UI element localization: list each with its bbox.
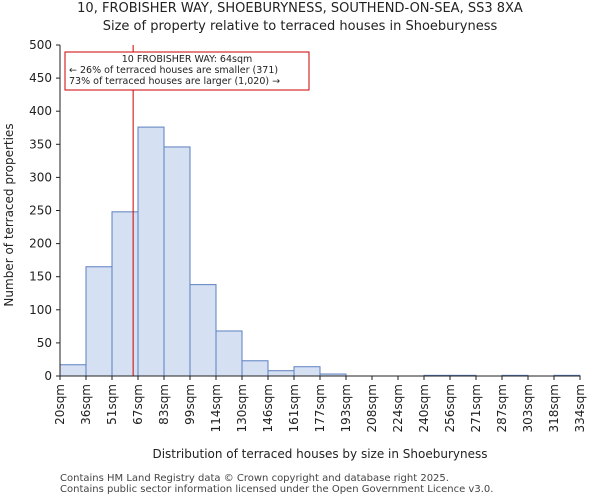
x-tick-label: 83sqm: [157, 384, 171, 425]
y-tick-label: 150: [29, 270, 52, 284]
bars-group: [59, 126, 581, 377]
y-tick-label: 100: [29, 303, 52, 317]
x-tick-label: 161sqm: [287, 384, 301, 432]
y-tick-label: 350: [29, 137, 52, 151]
histogram-bar: [137, 126, 165, 377]
x-tick-label: 334sqm: [573, 384, 587, 432]
annotation-group: 10 FROBISHER WAY: 64sqm ← 26% of terrace…: [64, 51, 310, 91]
y-tick-label: 400: [29, 104, 52, 118]
x-tick-label: 20sqm: [53, 384, 67, 425]
x-tick-label: 130sqm: [235, 384, 249, 432]
histogram-bar: [241, 360, 269, 377]
y-ticks-group: 0 50 100 150 200 250 300 350 400 450 500: [29, 38, 60, 383]
annotation-box: [64, 51, 310, 91]
x-ticks-group: 20sqm 36sqm 51sqm 67sqm 83sqm 99sqm 114sqm 130s…: [53, 376, 587, 432]
histogram-bar: [189, 284, 217, 377]
x-tick-label: 114sqm: [209, 384, 223, 432]
y-tick-label: 300: [29, 170, 52, 184]
x-tick-label: 224sqm: [391, 384, 405, 432]
histogram-chart: 0 50 100 150 200 250 300 350 400 450 500 20sqm 36sq…: [2, 38, 587, 461]
chart-title: 10, FROBISHER WAY, SHOEBURYNESS, SOUTHEN…: [77, 1, 523, 16]
annotation-line-3: 73% of terraced houses are larger (1,020…: [69, 76, 280, 87]
footer-line-2: Contains public sector information licen…: [60, 484, 494, 495]
histogram-bar: [293, 366, 321, 377]
histogram-bar: [163, 146, 191, 377]
annotation-line-1: 10 FROBISHER WAY: 64sqm: [122, 54, 253, 65]
x-tick-label: 51sqm: [105, 384, 119, 425]
x-tick-label: 240sqm: [417, 384, 431, 432]
histogram-bar: [59, 364, 87, 377]
x-tick-label: 271sqm: [469, 384, 483, 432]
histogram-bar: [85, 266, 113, 377]
x-axis-label: Distribution of terraced houses by size …: [152, 447, 487, 461]
y-tick-label: 0: [44, 369, 52, 383]
x-tick-label: 193sqm: [339, 384, 353, 432]
chart-subtitle: Size of property relative to terraced ho…: [102, 19, 498, 34]
x-tick-label: 256sqm: [443, 384, 457, 432]
histogram-bar: [111, 211, 139, 377]
y-axis-label: Number of terraced properties: [2, 123, 16, 306]
x-tick-label: 318sqm: [547, 384, 561, 432]
x-tick-label: 36sqm: [79, 384, 93, 425]
x-tick-label: 177sqm: [313, 384, 327, 432]
x-tick-label: 303sqm: [521, 384, 535, 432]
annotation-line-2: ← 26% of terraced houses are smaller (37…: [69, 65, 278, 76]
footer-line-1: Contains HM Land Registry data © Crown c…: [60, 473, 449, 484]
x-tick-label: 287sqm: [495, 384, 509, 432]
x-tick-label: 99sqm: [183, 384, 197, 425]
histogram-bar: [215, 330, 243, 377]
y-tick-label: 500: [29, 38, 52, 52]
histogram-bar: [267, 370, 295, 377]
y-tick-label: 450: [29, 71, 52, 85]
y-tick-label: 50: [37, 336, 52, 350]
x-tick-label: 208sqm: [365, 384, 379, 432]
y-tick-label: 200: [29, 237, 52, 251]
y-tick-label: 250: [29, 204, 52, 218]
x-tick-label: 146sqm: [261, 384, 275, 432]
x-tick-label: 67sqm: [131, 384, 145, 425]
